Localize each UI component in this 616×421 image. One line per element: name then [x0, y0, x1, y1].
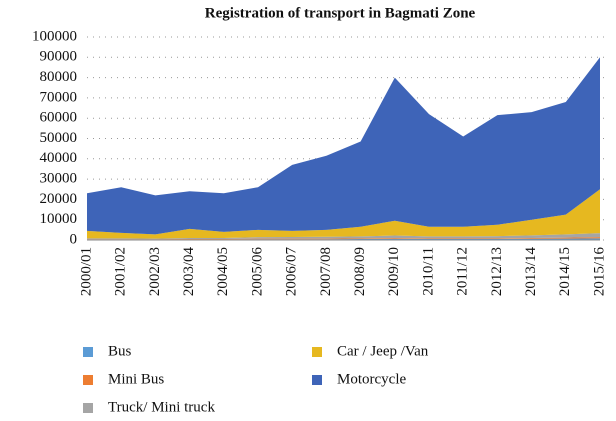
x-tick-label: 2011/12: [455, 247, 471, 296]
y-tick-label: 10000: [40, 211, 78, 227]
legend-swatch: [83, 403, 93, 413]
x-tick-label: 2013/14: [523, 247, 539, 297]
legend-label: Bus: [108, 343, 132, 359]
legend-label: Car / Jeep /Van: [337, 343, 429, 359]
y-tick-label: 20000: [40, 191, 78, 207]
y-tick-label: 0: [70, 231, 78, 247]
x-tick-label: 2008/09: [352, 247, 368, 296]
x-tick-label: 2004/05: [215, 247, 231, 296]
y-tick-label: 50000: [40, 130, 78, 146]
legend-label: Motorcycle: [337, 371, 406, 387]
area: [87, 233, 600, 240]
legend-label: Mini Bus: [108, 371, 164, 387]
legend-label: Truck/ Mini truck: [108, 399, 215, 415]
x-tick-label: 2001/02: [113, 247, 129, 296]
y-tick-label: 40000: [40, 150, 78, 166]
y-tick-label: 100000: [32, 28, 77, 44]
legend-swatch: [83, 375, 93, 385]
y-tick-label: 70000: [40, 89, 78, 105]
legend-swatch: [312, 375, 322, 385]
x-tick-label: 2006/07: [284, 247, 300, 297]
x-tick-label: 2015/16: [591, 247, 607, 297]
x-tick-label: 2014/15: [557, 247, 573, 296]
x-tick-label: 2003/04: [181, 247, 197, 297]
y-tick-label: 80000: [40, 69, 78, 85]
legend-swatch: [83, 347, 93, 357]
legend-swatch: [312, 347, 322, 357]
x-tick-label: 2012/13: [489, 247, 505, 296]
y-tick-label: 60000: [40, 110, 78, 126]
x-tick-label: 2000/01: [78, 247, 94, 296]
y-tick-label: 90000: [40, 49, 78, 65]
y-tick-label: 30000: [40, 171, 78, 187]
x-tick-label: 2002/03: [147, 247, 163, 296]
x-tick-label: 2009/10: [386, 247, 402, 296]
area: [87, 189, 600, 239]
x-tick-label: 2010/11: [420, 247, 436, 296]
x-tick-label: 2005/06: [249, 247, 265, 297]
area: [87, 57, 600, 235]
x-tick-label: 2007/08: [318, 247, 334, 296]
chart-title: Registration of transport in Bagmati Zon…: [205, 5, 476, 21]
